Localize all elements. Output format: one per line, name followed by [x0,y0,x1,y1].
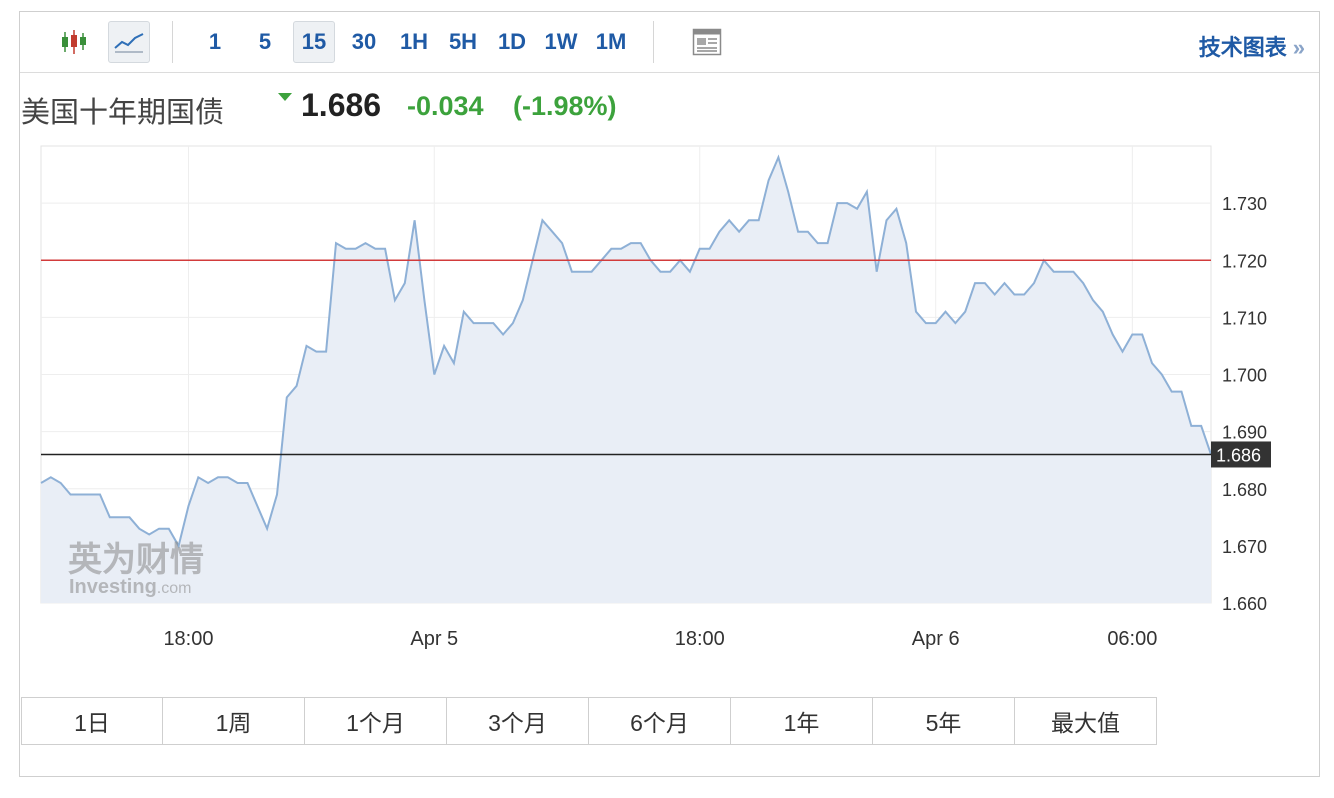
y-tick-label: 1.720 [1222,251,1267,271]
watermark-en: Investing.com [69,576,191,598]
down-arrow-icon [278,93,292,101]
range-button-4[interactable]: 6个月 [589,697,731,745]
x-axis-labels: 18:00 Apr 5 18:00 Apr 6 06:00 [163,628,1157,650]
y-tick-label: 1.700 [1222,366,1267,386]
candlestick-icon[interactable] [53,21,95,63]
interval-button-1[interactable]: 1 [208,29,222,54]
x-tick-label: Apr 5 [410,628,458,650]
toolbar-separator [653,21,654,63]
range-button-3[interactable]: 3个月 [447,697,589,745]
y-tick-label: 1.680 [1222,480,1267,500]
y-tick-label: 1.660 [1222,594,1267,614]
watermark-cn: 英为财情 [68,540,204,580]
watermark-en-suffix: .com [157,580,192,597]
interval-button-1h[interactable]: 1H [399,29,429,54]
interval-button-1d[interactable]: 1D [497,29,527,54]
interval-button-5[interactable]: 5 [258,29,272,54]
last-price-badge: 1.686 [1211,441,1271,468]
price-line [40,154,1212,549]
technical-chart-label: 技术图表 [1198,35,1287,60]
news-table-icon[interactable] [686,21,728,63]
chart-toolbar: 技术图表» 1 5 15 30 1H 5H 1D 1W 1M [20,12,1319,73]
price-area-fill [41,157,1211,603]
interval-button-1m[interactable]: 1M [595,29,627,54]
x-tick-label: 18:00 [675,628,725,650]
interval-button-5h[interactable]: 5H [448,29,478,54]
y-tick-label: 1.730 [1222,194,1267,214]
technical-chart-link[interactable]: 技术图表» [1199,30,1305,62]
interval-button-1w[interactable]: 1W [544,29,578,54]
range-button-0[interactable]: 1日 [21,697,163,745]
range-button-5[interactable]: 1年 [731,697,873,745]
y-tick-label: 1.670 [1222,537,1267,557]
toolbar-separator [172,21,173,63]
x-tick-label: 06:00 [1107,628,1157,650]
line-chart-icon[interactable] [108,21,150,63]
price-change-percent: (-1.98%) [513,91,617,121]
y-axis-labels: 1.660 1.670 1.680 1.690 1.700 1.710 1.720 1.730 [1222,194,1267,614]
y-tick-label: 1.710 [1222,308,1267,328]
range-button-6[interactable]: 5年 [873,697,1015,745]
interval-button-30[interactable]: 30 [351,29,377,54]
last-price-badge-box [1211,441,1271,468]
price-chart[interactable]: 英为财情 Investing.com 1.6601.6701.6801.6901… [0,0,1334,680]
price-change: -0.034 [407,91,484,121]
watermark-en-main: Investing [69,576,157,598]
x-tick-label: Apr 6 [912,628,960,650]
instrument-name: 美国十年期国债 [21,97,225,129]
investing-watermark: 英为财情 Investing.com [68,540,204,598]
range-button-2[interactable]: 1个月 [305,697,447,745]
time-range-bar: 1日 1周 1个月 3个月 6个月 1年 5年 最大值 [21,697,1157,745]
last-price-badge-label: 1.686 [1216,445,1261,465]
interval-button-15[interactable]: 15 [293,21,335,63]
range-button-1[interactable]: 1周 [163,697,305,745]
chart-widget: 技术图表» 1 5 15 30 1H 5H 1D 1W 1M [19,11,1320,777]
x-tick-label: 18:00 [163,628,213,650]
last-price: 1.686 [301,87,382,123]
range-button-7[interactable]: 最大值 [1015,697,1157,745]
y-tick-label: 1.690 [1222,423,1267,443]
chevron-right-icon: » [1292,35,1305,60]
